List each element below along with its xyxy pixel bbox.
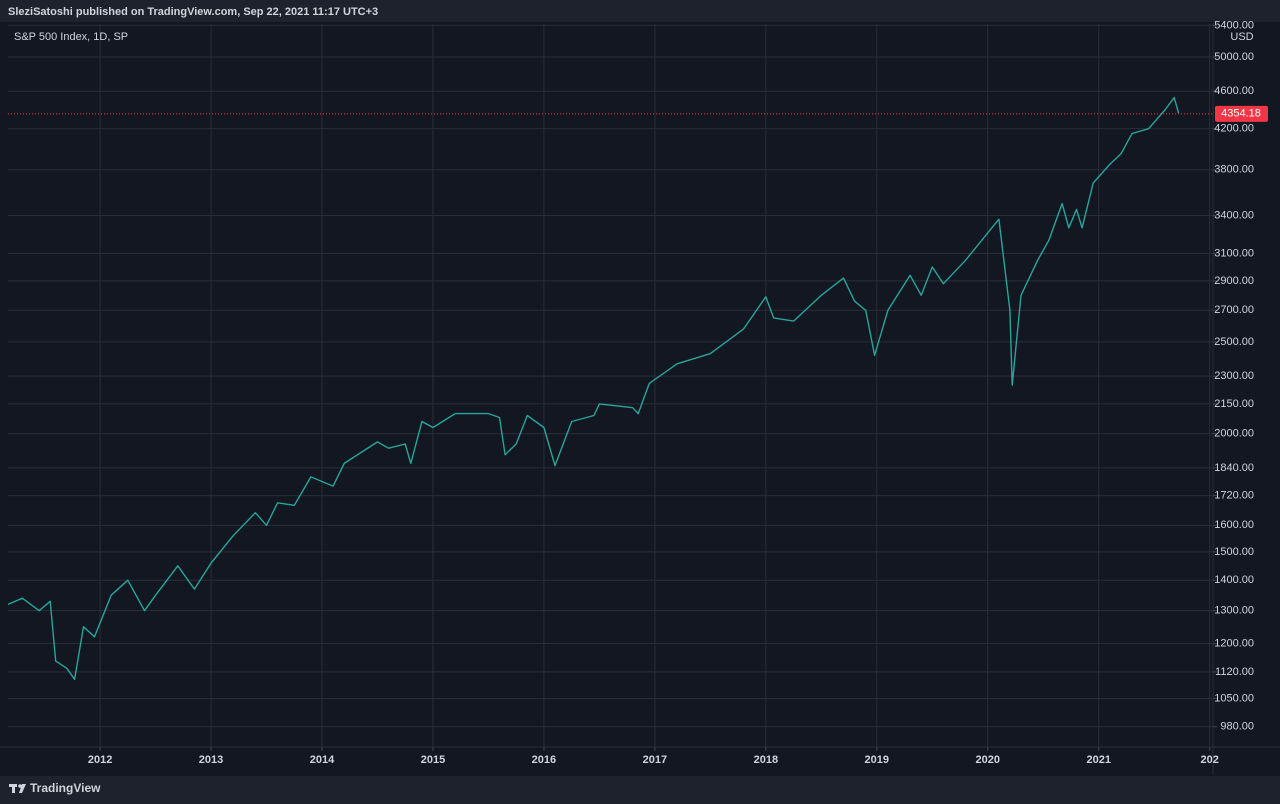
x-tick-label: 2013: [199, 754, 223, 766]
x-tick-label: 2014: [310, 754, 335, 766]
y-tick-label: 3800.00: [1214, 164, 1254, 176]
y-tick-label: 1200.00: [1214, 637, 1254, 649]
chart-title: S&P 500 Index, 1D, SP: [14, 31, 128, 43]
x-tick-label: 2021: [1086, 754, 1110, 766]
header-bar: [0, 0, 1280, 22]
last-price-label: 4354.18: [1221, 108, 1261, 120]
y-tick-label: 980.00: [1220, 721, 1254, 733]
y-tick-label: 3100.00: [1214, 247, 1254, 259]
y-tick-label: 2300.00: [1214, 370, 1254, 382]
y-tick-label: 1120.00: [1215, 666, 1254, 678]
y-tick-label: 2500.00: [1214, 336, 1254, 348]
y-tick-label: 3400.00: [1214, 209, 1254, 221]
y-unit: USD: [1230, 31, 1253, 43]
y-tick-label: 1720.00: [1214, 490, 1254, 502]
y-tick-label: 1600.00: [1214, 519, 1254, 531]
x-tick-label: 2020: [976, 754, 1000, 766]
footer-brand: TradingView: [30, 781, 101, 795]
footer-bar: [0, 776, 1280, 804]
y-tick-label: 2700.00: [1214, 304, 1254, 316]
price-line: [7, 96, 1180, 680]
y-tick-label: 5000.00: [1214, 51, 1254, 63]
y-tick-label: 4600.00: [1214, 85, 1254, 97]
y-tick-label: 1400.00: [1214, 574, 1254, 586]
y-tick-label: 4200.00: [1214, 123, 1254, 135]
y-tick-label: 2000.00: [1214, 428, 1254, 440]
x-tick-label: 2015: [421, 754, 445, 766]
tv-logo: [9, 784, 26, 793]
x-tick-label: 2018: [754, 754, 778, 766]
y-tick-label: 1840.00: [1214, 462, 1254, 474]
x-tick-label: 2016: [532, 754, 556, 766]
y-tick-label: 1050.00: [1214, 692, 1254, 704]
y-tick-label: 1500.00: [1214, 546, 1254, 558]
x-tick-label: 202: [1200, 754, 1218, 766]
x-tick-label: 2012: [88, 754, 112, 766]
x-tick-label: 2017: [643, 754, 667, 766]
y-tick-label: 2150.00: [1214, 398, 1254, 410]
y-tick-label: 5400.00: [1214, 19, 1254, 31]
y-tick-label: 1300.00: [1214, 605, 1254, 617]
x-tick-label: 2019: [865, 754, 889, 766]
header-text: SleziSatoshi published on TradingView.co…: [8, 6, 378, 18]
last-price-badge: [1215, 105, 1268, 122]
y-tick-label: 2900.00: [1214, 275, 1254, 287]
plot-area: [8, 24, 1213, 747]
